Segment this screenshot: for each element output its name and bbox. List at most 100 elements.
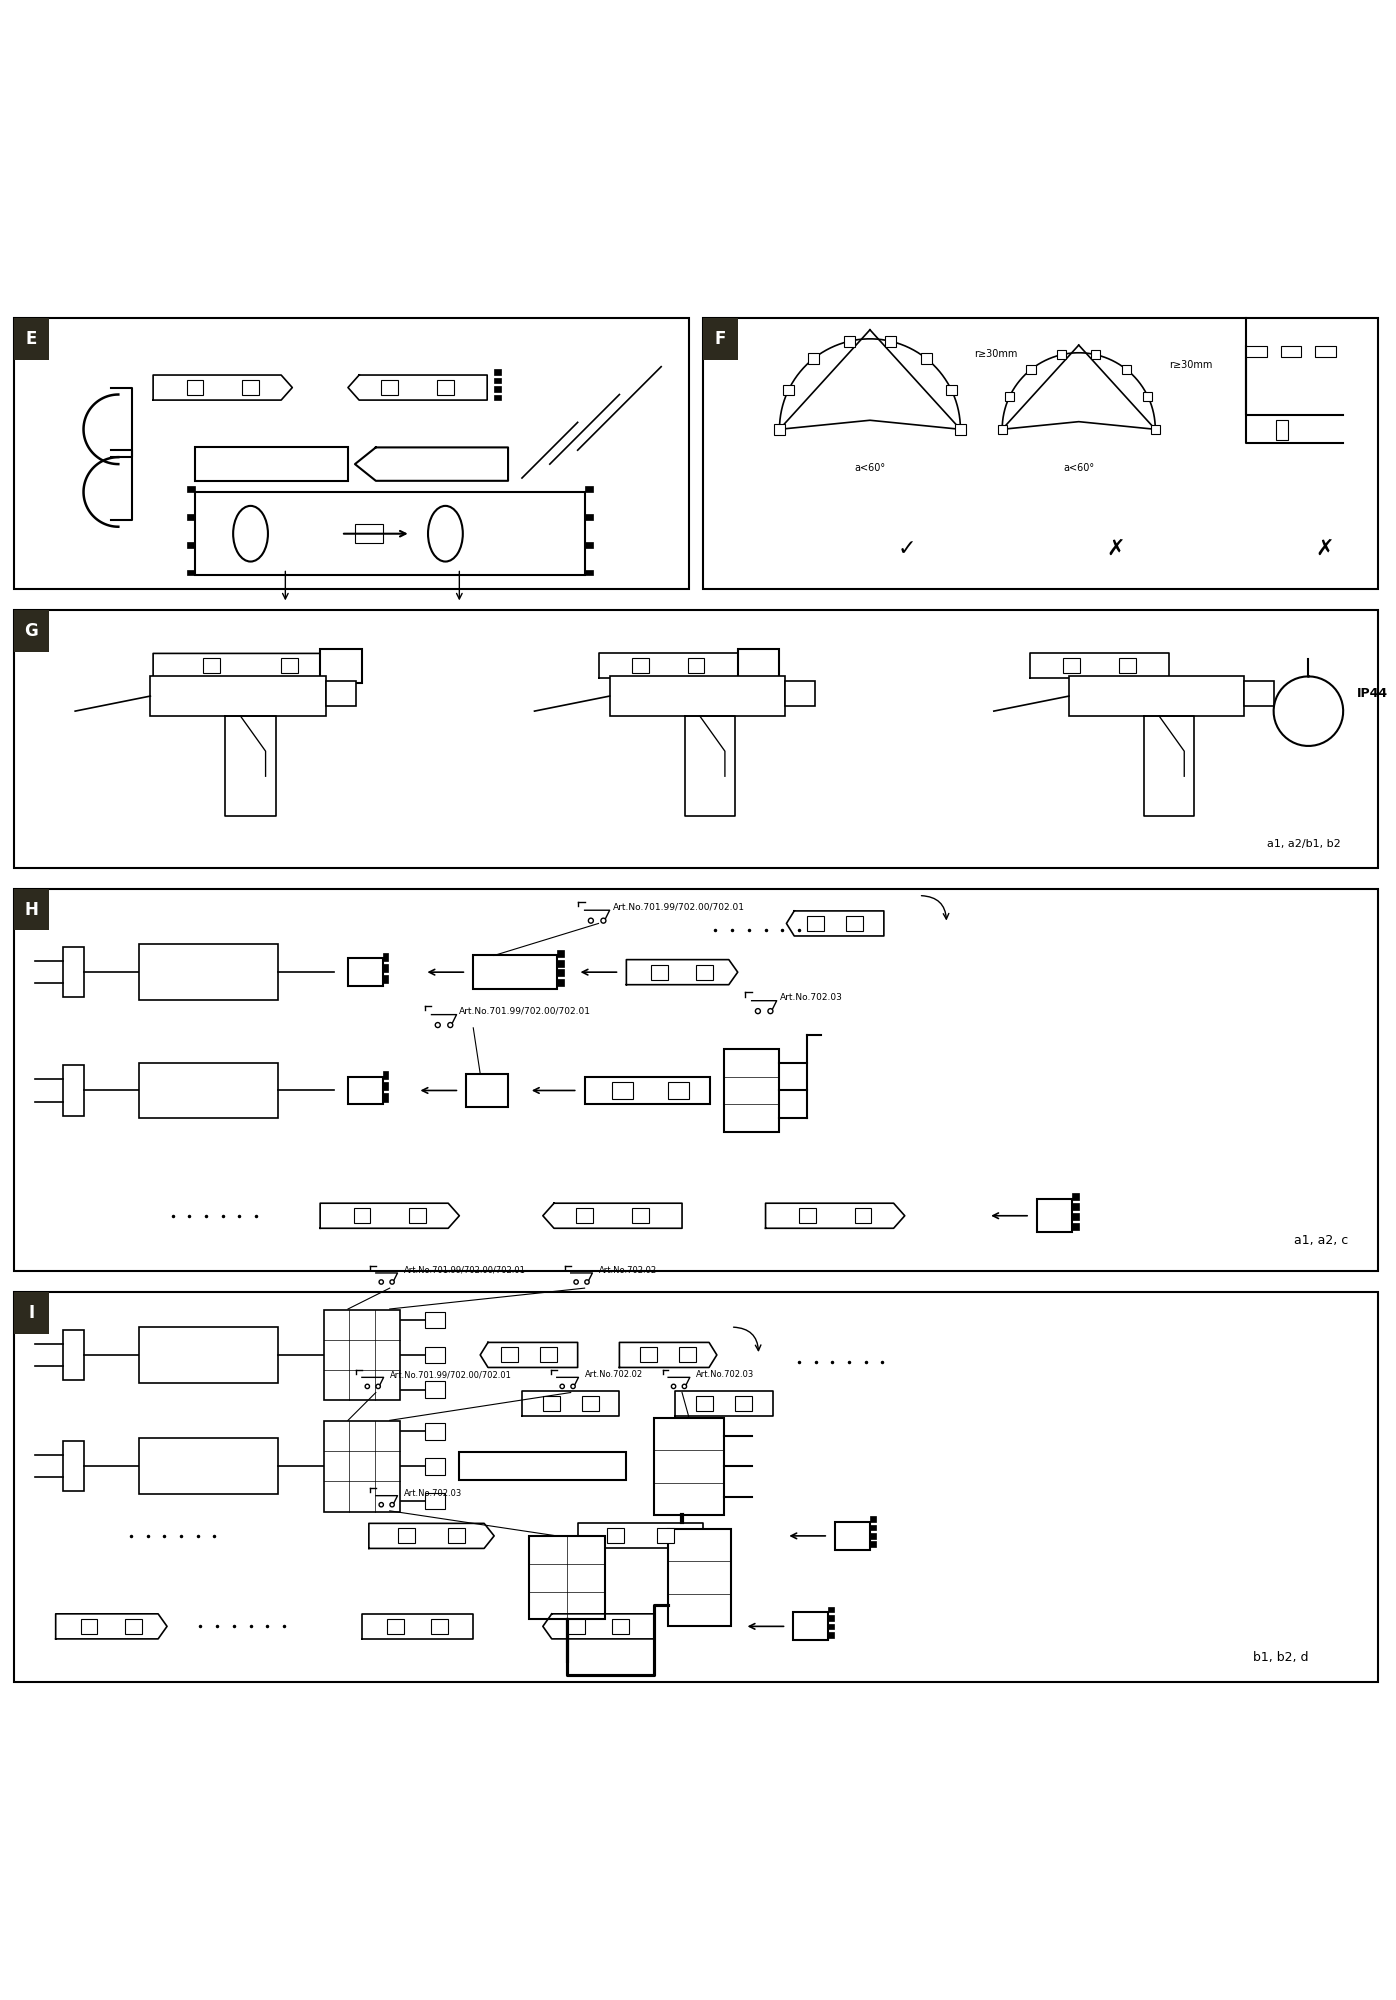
Bar bbox=[281, 658, 297, 674]
Bar bbox=[585, 542, 593, 548]
Bar bbox=[529, 1536, 606, 1620]
Bar bbox=[557, 980, 564, 986]
Bar bbox=[187, 514, 195, 520]
Text: E: E bbox=[25, 330, 38, 348]
Text: b1, b2, d: b1, b2, d bbox=[1252, 1652, 1308, 1664]
Bar bbox=[494, 378, 501, 384]
Bar bbox=[187, 486, 195, 492]
Bar bbox=[140, 1438, 278, 1494]
Text: ✓: ✓ bbox=[898, 538, 916, 558]
Bar bbox=[773, 424, 785, 434]
Bar bbox=[1069, 676, 1244, 716]
Bar bbox=[807, 916, 824, 930]
Bar bbox=[845, 336, 856, 346]
Text: Art.No.702.03: Art.No.702.03 bbox=[403, 1488, 462, 1498]
Bar bbox=[658, 1528, 674, 1544]
Bar bbox=[870, 1542, 875, 1548]
Bar bbox=[557, 950, 564, 956]
Bar bbox=[723, 1048, 779, 1132]
Text: Art.No.701.99/702.00/702.01: Art.No.701.99/702.00/702.01 bbox=[389, 1370, 511, 1380]
Bar bbox=[195, 492, 585, 576]
Bar bbox=[383, 1070, 388, 1080]
Bar bbox=[854, 1208, 871, 1224]
Bar bbox=[540, 1348, 557, 1362]
Bar bbox=[140, 1328, 278, 1382]
Bar bbox=[63, 1066, 84, 1116]
Bar bbox=[998, 424, 1007, 434]
Bar bbox=[14, 318, 49, 360]
Bar bbox=[697, 964, 713, 980]
Bar bbox=[14, 1292, 49, 1334]
Bar bbox=[242, 380, 258, 396]
Bar bbox=[613, 1618, 630, 1634]
Bar bbox=[828, 1632, 833, 1638]
Bar bbox=[669, 1082, 690, 1098]
Bar bbox=[324, 1310, 401, 1400]
Bar bbox=[140, 944, 278, 1000]
Bar bbox=[494, 386, 501, 392]
Bar bbox=[783, 384, 794, 396]
Bar bbox=[828, 1606, 833, 1612]
Bar bbox=[1072, 1212, 1079, 1220]
Bar bbox=[697, 1396, 713, 1412]
Bar bbox=[1150, 424, 1160, 434]
Bar bbox=[607, 1528, 624, 1544]
Bar bbox=[424, 1492, 445, 1510]
Bar bbox=[1245, 346, 1266, 356]
Bar bbox=[320, 650, 362, 682]
Bar bbox=[383, 964, 388, 972]
Bar bbox=[808, 354, 819, 364]
Bar bbox=[387, 1618, 403, 1634]
Text: r≥30mm: r≥30mm bbox=[974, 348, 1018, 358]
Bar bbox=[632, 1208, 649, 1224]
Bar bbox=[14, 888, 49, 930]
Bar bbox=[799, 1208, 815, 1224]
Bar bbox=[437, 380, 454, 396]
Bar bbox=[14, 888, 1378, 1272]
Text: ✗: ✗ bbox=[1315, 538, 1335, 558]
Bar bbox=[383, 952, 388, 962]
Bar bbox=[424, 1346, 445, 1364]
Bar bbox=[424, 1312, 445, 1328]
Bar bbox=[870, 1534, 875, 1538]
Text: a1, a2, c: a1, a2, c bbox=[1294, 1234, 1349, 1246]
Bar bbox=[1026, 364, 1036, 374]
Bar bbox=[424, 1382, 445, 1398]
Bar bbox=[126, 1618, 142, 1634]
Text: Art.No.702.02: Art.No.702.02 bbox=[599, 1266, 656, 1274]
Text: Art.No.702.03: Art.No.702.03 bbox=[697, 1370, 754, 1380]
Bar bbox=[383, 1082, 388, 1090]
Text: Art.No.701.99/702.00/702.01: Art.No.701.99/702.00/702.01 bbox=[459, 1006, 592, 1016]
Bar bbox=[1072, 1222, 1079, 1230]
Bar bbox=[1037, 1200, 1072, 1232]
Bar bbox=[448, 1528, 465, 1544]
Bar bbox=[324, 1422, 401, 1512]
Bar bbox=[568, 1618, 585, 1634]
Bar bbox=[63, 1330, 84, 1380]
Bar bbox=[585, 1076, 711, 1104]
Bar bbox=[1092, 350, 1100, 360]
Bar bbox=[921, 354, 931, 364]
Bar bbox=[14, 318, 690, 590]
Bar bbox=[1072, 1194, 1079, 1200]
Bar bbox=[431, 1618, 448, 1634]
Bar bbox=[669, 1528, 730, 1626]
Text: r≥30mm: r≥30mm bbox=[1170, 360, 1213, 370]
Bar bbox=[187, 570, 195, 576]
Bar bbox=[424, 1458, 445, 1474]
Bar bbox=[473, 956, 557, 988]
Bar bbox=[398, 1528, 415, 1544]
Text: G: G bbox=[25, 622, 38, 640]
Bar bbox=[585, 514, 593, 520]
Ellipse shape bbox=[429, 506, 463, 562]
Text: Art.No.701.99/702.00/702.01: Art.No.701.99/702.00/702.01 bbox=[403, 1266, 525, 1274]
Bar bbox=[785, 682, 815, 706]
Bar bbox=[688, 658, 705, 674]
Text: F: F bbox=[715, 330, 726, 348]
Bar bbox=[383, 1094, 388, 1102]
Bar bbox=[557, 960, 564, 966]
Bar bbox=[494, 394, 501, 400]
Bar bbox=[1064, 658, 1081, 674]
Bar bbox=[655, 1418, 723, 1516]
Bar bbox=[353, 1208, 370, 1224]
